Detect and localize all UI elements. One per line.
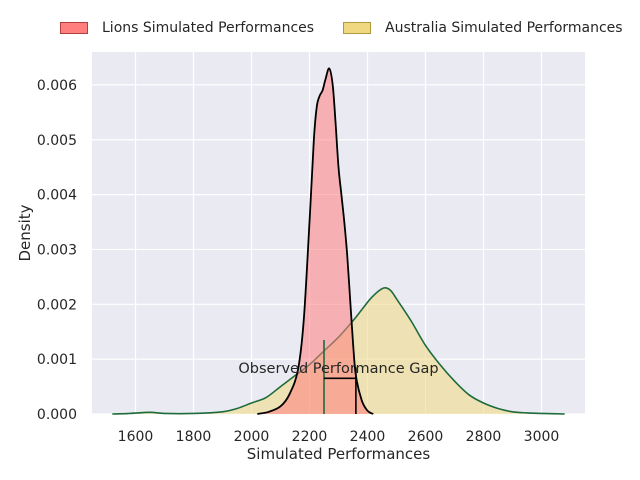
x-tick-label: 1600: [118, 429, 154, 445]
y-tick-label: 0.002: [37, 297, 77, 313]
legend-swatch-australia: [343, 22, 371, 34]
x-axis-label: Simulated Performances: [247, 445, 431, 463]
x-tick-label: 2400: [350, 429, 386, 445]
density-fill-lions: [257, 68, 374, 415]
y-axis-ticks: 0.000 0.001 0.002 0.003 0.004 0.005 0.006: [37, 78, 77, 423]
y-tick-label: 0.004: [37, 188, 77, 204]
y-tick-label: 0.000: [37, 407, 77, 423]
x-tick-label: 3000: [524, 429, 560, 445]
x-tick-label: 2800: [466, 429, 502, 445]
gap-annotation-text: Observed Performance Gap: [238, 361, 438, 377]
x-axis-ticks: 1600 1800 2000 2200 2400 2600 2800 3000: [118, 429, 560, 445]
density-line-australia: [112, 287, 565, 415]
x-tick-label: 2200: [292, 429, 328, 445]
y-axis-label: Density: [16, 204, 34, 261]
density-areas: [112, 67, 565, 415]
legend-item-lions: Lions Simulated Performances: [60, 20, 314, 36]
gap-annotation: Observed Performance Gap: [238, 339, 439, 414]
y-tick-label: 0.003: [37, 242, 77, 258]
y-tick-label: 0.006: [37, 78, 77, 94]
legend-swatch-lions: [60, 22, 88, 34]
legend-label-lions: Lions Simulated Performances: [102, 20, 315, 36]
density-line-lions: [257, 67, 374, 415]
legend-label-australia: Australia Simulated Performances: [385, 20, 623, 36]
x-tick-label: 2600: [408, 429, 444, 445]
y-tick-label: 0.001: [37, 352, 77, 368]
x-tick-label: 2000: [234, 429, 270, 445]
y-tick-label: 0.005: [37, 133, 77, 149]
x-tick-label: 1800: [176, 429, 212, 445]
legend-item-australia: Australia Simulated Performances: [343, 20, 623, 36]
chart-legend: Lions Simulated Performances Australia S…: [0, 18, 640, 42]
